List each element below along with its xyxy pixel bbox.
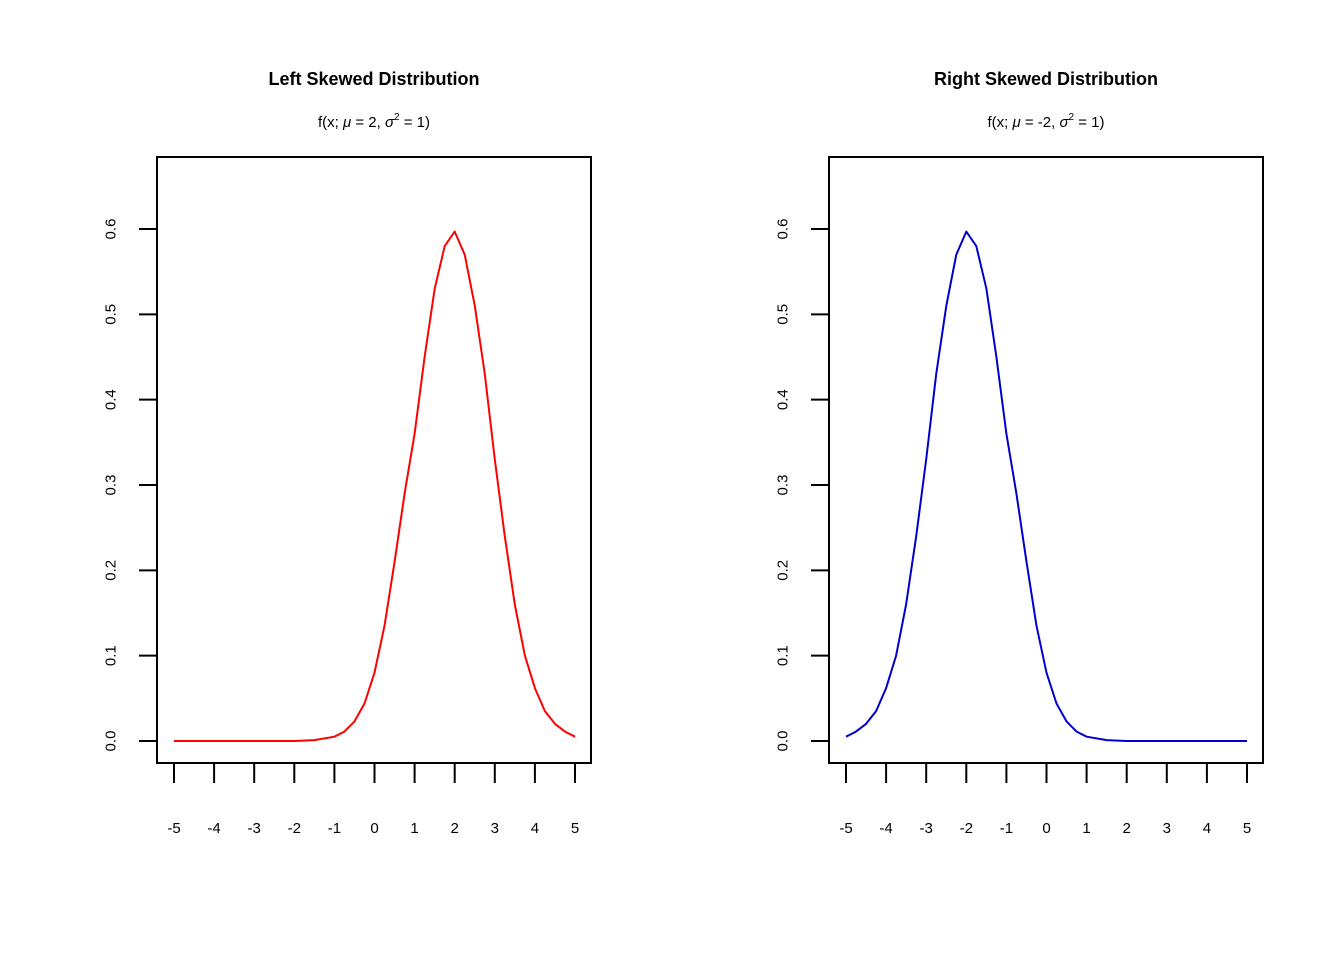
x-tick-label: 1	[410, 820, 418, 837]
x-tick-label: 2	[451, 820, 459, 837]
x-tick-label: 4	[531, 820, 539, 837]
y-tick-label: 0.6	[103, 219, 120, 240]
y-tick-label: 0.5	[775, 304, 792, 325]
chart-subtitle: f(x; μ = 2, σ2 = 1)	[318, 112, 430, 131]
left-skewed-panel: Left Skewed Distribution f(x; μ = 2, σ2 …	[103, 69, 592, 837]
x-tick-label: -1	[328, 820, 341, 837]
y-tick-label: 0.6	[775, 219, 792, 240]
x-tick-label: 0	[1042, 820, 1050, 837]
x-tick-label: -1	[1000, 820, 1013, 837]
y-tick-label: 0.3	[103, 475, 120, 496]
y-tick-label: 0.1	[103, 645, 120, 666]
y-tick-label: 0.4	[103, 389, 120, 410]
y-tick-label: 0.3	[775, 475, 792, 496]
x-tick-label: -5	[839, 820, 852, 837]
x-tick-label: 4	[1203, 820, 1211, 837]
right-skewed-panel: Right Skewed Distribution f(x; μ = -2, σ…	[775, 69, 1264, 837]
x-tick-label: 3	[491, 820, 499, 837]
x-tick-label: -3	[920, 820, 933, 837]
chart-subtitle: f(x; μ = -2, σ2 = 1)	[987, 112, 1104, 131]
x-tick-label: 5	[1243, 820, 1251, 837]
x-tick-label: -2	[960, 820, 973, 837]
x-tick-label: -4	[207, 820, 220, 837]
y-tick-label: 0.2	[103, 560, 120, 581]
x-tick-label: 2	[1123, 820, 1131, 837]
y-tick-label: 0.0	[775, 731, 792, 752]
x-tick-label: 5	[571, 820, 579, 837]
x-tick-label: -2	[288, 820, 301, 837]
series-line	[845, 230, 1247, 742]
x-tick-label: -3	[248, 820, 261, 837]
x-tick-label: 3	[1163, 820, 1171, 837]
y-tick-label: 0.5	[103, 304, 120, 325]
series-line	[174, 230, 576, 742]
y-tick-label: 0.2	[775, 560, 792, 581]
x-tick-label: 1	[1082, 820, 1090, 837]
y-tick-label: 0.0	[103, 731, 120, 752]
chart-title: Right Skewed Distribution	[934, 69, 1158, 89]
y-tick-label: 0.1	[775, 645, 792, 666]
y-tick-label: 0.4	[775, 389, 792, 410]
x-tick-label: -4	[879, 820, 892, 837]
x-tick-label: -5	[167, 820, 180, 837]
x-tick-label: 0	[370, 820, 378, 837]
chart-title: Left Skewed Distribution	[268, 69, 479, 89]
